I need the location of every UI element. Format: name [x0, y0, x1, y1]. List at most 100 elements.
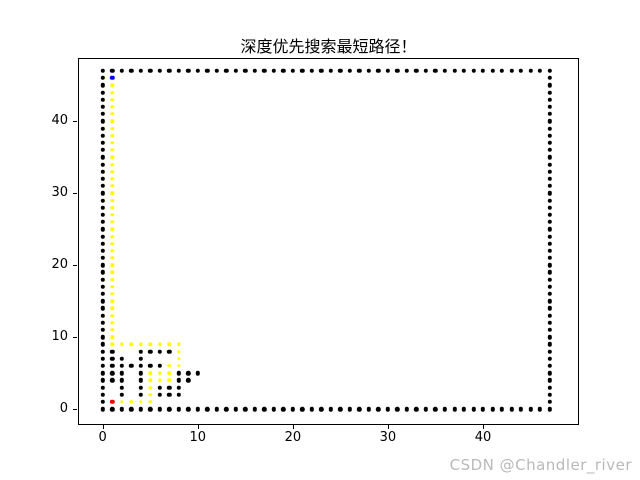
maze-walls-dot	[357, 68, 362, 74]
dfs-visited-path-dot	[110, 321, 114, 325]
maze-walls-dot	[138, 68, 143, 74]
maze-walls-dot	[100, 313, 105, 318]
maze-walls-dot	[100, 298, 105, 304]
maze-walls-dot	[100, 205, 105, 210]
maze-walls-dot	[100, 334, 105, 340]
maze-walls-dot	[547, 155, 552, 160]
dfs-visited-path-dot	[129, 400, 133, 404]
maze-walls-dot	[262, 68, 267, 74]
maze-walls-dot	[100, 111, 105, 117]
maze-walls-dot	[480, 406, 486, 412]
maze-walls-dot	[547, 349, 552, 354]
maze-walls-dot	[119, 68, 124, 74]
maze-walls-dot	[100, 126, 105, 131]
dfs-visited-path-dot	[110, 83, 114, 87]
dfs-visited-path-dot	[110, 169, 114, 174]
maze-walls-dot	[547, 392, 552, 397]
maze-walls-dot	[518, 68, 524, 74]
maze-walls-dot	[376, 406, 381, 412]
x-tick-label: 20	[284, 430, 302, 445]
maze-walls-dot	[547, 320, 552, 325]
maze-walls-dot	[195, 370, 200, 376]
dfs-visited-path-dot	[110, 119, 114, 123]
maze-walls-dot	[186, 370, 191, 376]
maze-walls-dot	[100, 306, 105, 311]
maze-walls-dot	[376, 68, 381, 74]
maze-walls-dot	[499, 406, 505, 412]
maze-walls-dot	[100, 198, 105, 203]
maze-walls-dot	[100, 169, 105, 174]
maze-walls-dot	[109, 378, 115, 383]
dfs-visited-path-dot	[167, 364, 171, 368]
maze-walls-dot	[119, 378, 124, 383]
maze-walls-dot	[252, 68, 257, 74]
dfs-visited-path-dot	[138, 400, 143, 404]
y-tick-mark	[73, 193, 77, 195]
maze-walls-dot	[547, 370, 552, 376]
maze-walls-dot	[328, 406, 334, 412]
maze-walls-dot	[433, 68, 438, 74]
maze-walls-dot	[157, 349, 162, 354]
maze-walls-dot	[148, 363, 153, 369]
y-tick-mark	[73, 121, 77, 123]
maze-walls-dot	[423, 406, 429, 412]
maze-walls-dot	[385, 68, 391, 74]
maze-walls-dot	[319, 406, 324, 412]
maze-walls-dot	[309, 406, 315, 412]
maze-walls-dot	[499, 68, 505, 74]
dfs-visited-path-dot	[110, 263, 114, 267]
maze-walls-dot	[157, 385, 162, 390]
dfs-visited-path-dot	[110, 241, 114, 246]
maze-walls-dot	[100, 227, 105, 232]
maze-walls-dot	[547, 334, 552, 340]
maze-walls-dot	[347, 68, 353, 74]
maze-walls-dot	[281, 406, 286, 412]
maze-walls-dot	[119, 356, 124, 361]
maze-walls-dot	[547, 234, 552, 239]
x-tick-mark	[483, 425, 484, 429]
maze-walls-dot	[100, 284, 105, 289]
dfs-visited-path-dot	[167, 342, 171, 347]
maze-walls-dot	[100, 262, 105, 268]
maze-walls-dot	[423, 68, 429, 74]
maze-walls-dot	[138, 392, 143, 397]
maze-walls-dot	[547, 277, 552, 282]
dfs-visited-path-dot	[177, 349, 181, 354]
maze-walls-dot	[176, 385, 181, 390]
maze-walls-dot	[243, 68, 248, 74]
maze-walls-dot	[490, 406, 495, 412]
dfs-visited-path-dot	[148, 393, 152, 397]
maze-walls-dot	[100, 140, 105, 146]
maze-walls-dot	[528, 406, 533, 412]
maze-walls-dot	[138, 363, 143, 369]
maze-walls-dot	[452, 68, 457, 74]
maze-walls-dot	[100, 83, 105, 88]
maze-walls-dot	[262, 406, 267, 412]
maze-walls-dot	[100, 147, 105, 153]
maze-walls-dot	[442, 406, 448, 412]
maze-walls-dot	[176, 370, 181, 376]
maze-walls-dot	[138, 356, 143, 361]
maze-walls-dot	[100, 191, 105, 196]
maze-walls-dot	[195, 406, 200, 412]
x-tick-label: 0	[98, 430, 107, 445]
maze-walls-dot	[119, 363, 124, 369]
maze-walls-dot	[100, 183, 105, 189]
maze-walls-dot	[328, 68, 334, 74]
maze-walls-dot	[100, 356, 105, 361]
maze-walls-dot	[128, 363, 134, 369]
dfs-visited-path-dot	[110, 234, 114, 239]
maze-walls-dot	[100, 385, 105, 390]
maze-walls-dot	[138, 378, 143, 383]
maze-walls-dot	[148, 68, 153, 74]
maze-walls-dot	[157, 392, 162, 397]
maze-walls-dot	[490, 68, 495, 74]
maze-walls-dot	[547, 183, 552, 189]
maze-walls-dot	[271, 406, 276, 412]
dfs-visited-path-dot	[129, 342, 133, 347]
maze-walls-dot	[547, 198, 552, 203]
maze-walls-dot	[100, 363, 105, 369]
maze-walls-dot	[100, 219, 105, 225]
maze-walls-dot	[461, 406, 467, 412]
dfs-visited-path-dot	[110, 213, 114, 217]
